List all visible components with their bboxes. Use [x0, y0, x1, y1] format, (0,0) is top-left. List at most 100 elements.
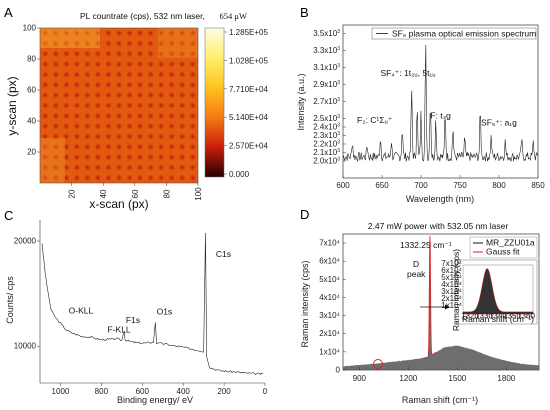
heatmap-cell [135, 80, 145, 90]
panel-letter-c: C [4, 208, 13, 223]
spectrum-annotation: F₂: C¹Σᵤ⁺ [357, 115, 393, 125]
spectrum-annotation: SF₄⁺: 1t₂ᵤ, 5t₁ᵤ [380, 68, 435, 78]
heatmap-cell [104, 70, 113, 79]
heatmap-cell [167, 163, 176, 172]
raman-legend-fit: Gauss fit [486, 247, 520, 257]
heatmap-cell [104, 152, 113, 162]
heatmap-x-label: x-scan (px) [89, 197, 148, 211]
heatmap-cell [167, 80, 176, 90]
heatmap-cell [72, 142, 82, 152]
heatmap-cell [62, 111, 71, 121]
raman-legend-data: MR_ZZU01a [486, 238, 535, 248]
xps-x-tick-label: 200 [217, 387, 231, 396]
raman-y-tick-label: 5x10⁴ [319, 275, 340, 284]
heatmap-cell [93, 49, 103, 59]
heatmap-cell [93, 80, 103, 90]
heatmap-cell [167, 142, 176, 152]
raman-d-label-1: D [413, 259, 419, 269]
spectrum-y-tick-label: 2.9x103 [313, 80, 340, 89]
spectrum-y-tick-label: 3.5x103 [313, 29, 340, 38]
spectrum-legend-label: SF₆ plasma optical emission spectrum [392, 29, 536, 39]
heatmap-cell [178, 152, 187, 162]
heatmap-cell [167, 132, 176, 141]
raman-y-tick-label: 0 [336, 366, 341, 375]
xps-annotation: O1s [157, 307, 173, 317]
heatmap-cell [167, 101, 176, 110]
heatmap-cell [188, 111, 197, 121]
spectrum-annotation: F: t₃g [430, 111, 451, 121]
raman-ticks: 900 1200 1500 180001x10⁴2x10⁴3x10⁴4x10⁴5x10… [319, 239, 516, 383]
heatmap-cell [135, 173, 145, 183]
heatmap-cell [62, 39, 71, 48]
heatmap-y-tick-label: 40 [27, 117, 36, 126]
colorbar-tick-label: 2.570E+04 [229, 142, 268, 151]
heatmap-cell [93, 90, 103, 100]
xps-y-tick-label: 20000 [14, 237, 37, 246]
heatmap-x-tick-label: 20 [68, 189, 77, 198]
heatmap-cell [125, 152, 134, 162]
heatmap-cell [146, 28, 155, 38]
heatmap-cell [72, 101, 82, 110]
heatmap-cell [135, 90, 145, 100]
heatmap-cell [156, 163, 166, 172]
heatmap-cell [83, 152, 92, 162]
heatmap-cell [125, 39, 134, 48]
heatmap-cell [178, 28, 187, 38]
heatmap-cell [188, 132, 197, 141]
heatmap-cell [167, 152, 176, 162]
raman-marker-circle [373, 359, 383, 369]
heatmap-cell [125, 80, 134, 90]
heatmap-cell [62, 142, 71, 152]
heatmap-cell [51, 90, 60, 100]
heatmap-cell [156, 173, 166, 183]
heatmap-frame [39, 27, 199, 184]
xps-axes [39, 220, 265, 384]
heatmap-cell [51, 101, 60, 110]
heatmap-cell [83, 90, 92, 100]
heatmap-cell [72, 28, 82, 38]
inset-x-label: Raman shift (cm⁻¹) [462, 314, 534, 324]
heatmap-y-tick-label: 80 [27, 55, 36, 64]
heatmap-cell [114, 163, 124, 172]
inset-y-label: Raman intensity (cps) [451, 249, 461, 331]
heatmap-cell [72, 152, 82, 162]
raman-y-tick-label: 4x10⁴ [319, 293, 340, 302]
heatmap-cell [104, 121, 113, 131]
heatmap-cell [104, 101, 113, 110]
heatmap-cell [135, 28, 145, 38]
spectrum-annotations: F₂: C¹Σᵤ⁺ SF₄⁺: 1t₂ᵤ, 5t₁ᵤ F: t₃g SF₅⁺: a₁g [357, 68, 517, 127]
heatmap-cell [51, 163, 60, 172]
heatmap-cell [146, 152, 155, 162]
heatmap-x-tick-label: 60 [131, 189, 140, 198]
heatmap-bright-region [158, 28, 198, 58]
heatmap-cell [125, 90, 134, 100]
heatmap-y-label: y-scan (px) [5, 76, 19, 135]
heatmap-cell [167, 173, 176, 183]
heatmap-cell [83, 111, 92, 121]
heatmap-cell [146, 90, 155, 100]
panel-c: C 1000 800 600 400 200 0 10000 20000 C1s O-KLL F-… [4, 208, 268, 405]
heatmap-cell [125, 59, 134, 69]
heatmap-cell [83, 28, 92, 38]
xps-x-tick-label: 800 [95, 387, 109, 396]
spectrum-x-tick-label: 850 [531, 181, 545, 190]
heatmap-cell [114, 90, 124, 100]
heatmap-cell [41, 163, 50, 172]
inset-x-tick-label: 1340 [489, 312, 507, 321]
heatmap-cell [51, 49, 60, 59]
colorbar-ticks: 1.285E+05 1.028E+05 7.710E+04 5.140E+04 2.57… [224, 28, 268, 179]
heatmap-cell [104, 49, 113, 59]
heatmap-cell [146, 39, 155, 48]
heatmap-cell [83, 142, 92, 152]
heatmap-cell [62, 59, 71, 69]
heatmap-cell [167, 39, 176, 48]
heatmap-cell [62, 152, 71, 162]
spectrum-ticks: 600 650 700 750 800 8502.0x1032.1x1032.2x1032… [313, 29, 545, 190]
raman-y-tick-label: 6x10⁴ [319, 257, 340, 266]
heatmap-cell [62, 49, 71, 59]
heatmap-cell [114, 59, 124, 69]
heatmap-cell [72, 90, 82, 100]
heatmap-cell [156, 111, 166, 121]
